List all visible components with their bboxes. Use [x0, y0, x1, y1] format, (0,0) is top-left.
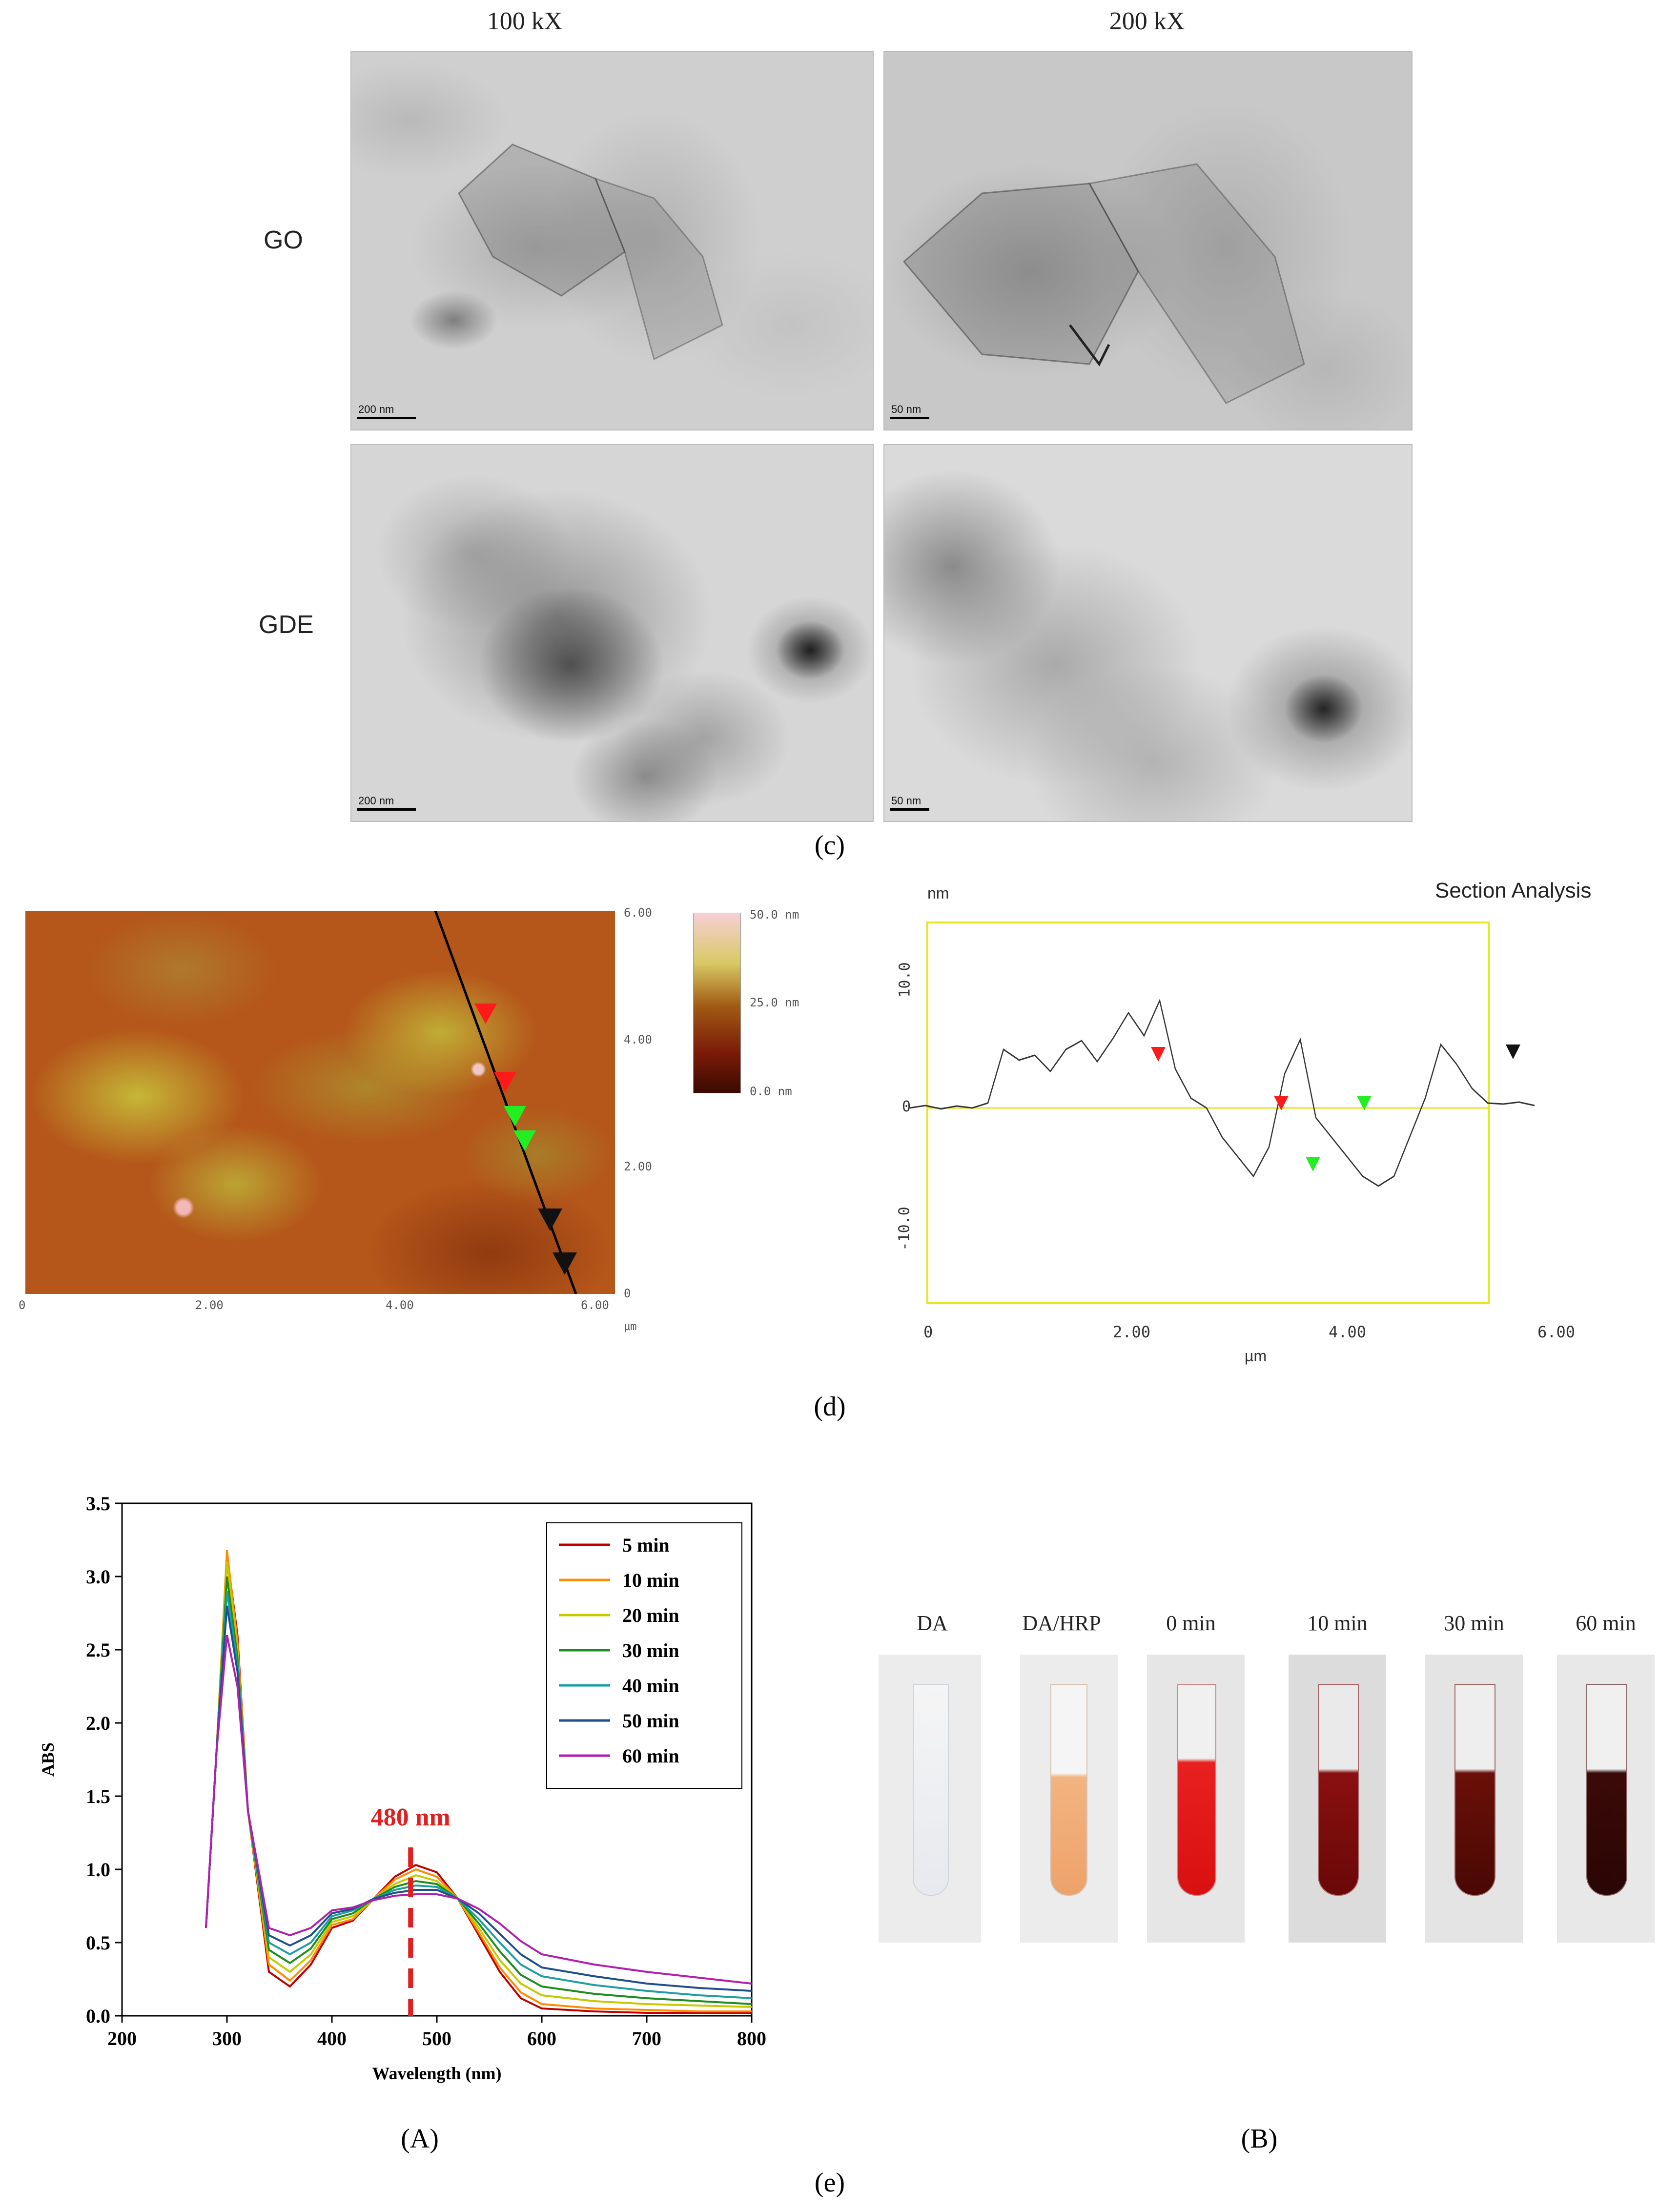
legend-entry: 20 min [622, 1604, 679, 1626]
x-tick-label: 300 [212, 2028, 242, 2049]
tube-photo-30min [1425, 1655, 1523, 1943]
y-tick-label: 0.0 [86, 2005, 110, 2027]
scale-bar [890, 808, 929, 811]
tem-image-gde-200kx: 50 nm [883, 444, 1413, 822]
colorbar-label-min: 0.0 nm [750, 1085, 792, 1098]
col-header-100kx: 100 kX [487, 7, 563, 35]
tube-label-60min: 60 min [1576, 1611, 1636, 1635]
legend-entry: 50 min [622, 1710, 679, 1732]
section-y-tick: -10.0 [896, 1207, 913, 1251]
x-tick-label: 700 [632, 2028, 661, 2049]
tube-photo-60min [1557, 1655, 1655, 1943]
afm-colorbar [693, 913, 741, 1093]
section-x-tick: 0 [923, 1323, 933, 1341]
x-tick-label: 800 [737, 2028, 766, 2049]
y-axis-label: ABS [38, 1742, 58, 1777]
panel-label-e-A: (A) [401, 2124, 439, 2154]
afm-x-tick: 4.00 [386, 1298, 414, 1312]
tube-label-da-hrp: DA/HRP [1022, 1611, 1101, 1635]
x-tick-label: 400 [317, 2028, 347, 2049]
scale-label: 200 nm [358, 795, 394, 807]
section-y-unit: nm [927, 884, 949, 902]
scale-label: 200 nm [358, 403, 394, 415]
col-header-200kx: 200 kX [1109, 7, 1185, 35]
legend-entry: 10 min [622, 1569, 679, 1591]
scale-bar [890, 417, 929, 419]
colorbar-label-mid: 25.0 nm [750, 996, 799, 1009]
section-x-tick: 4.00 [1329, 1323, 1367, 1341]
scale-bar [357, 808, 416, 811]
tube-label-0min: 0 min [1166, 1611, 1216, 1635]
y-tick-label: 0.5 [86, 1932, 110, 1954]
legend-entry: 40 min [622, 1675, 679, 1697]
section-y-tick: 10.0 [896, 962, 914, 998]
afm-y-tick: 2.00 [624, 1160, 652, 1173]
afm-overlay [434, 911, 577, 1294]
section-x-unit: µm [1245, 1347, 1267, 1365]
tube-photo-da [879, 1655, 981, 1943]
legend-box [546, 1522, 742, 1789]
y-tick-label: 3.0 [86, 1566, 110, 1588]
tube-photo-10min [1289, 1655, 1386, 1943]
panel-label-e: (e) [814, 2168, 845, 2198]
x-tick-label: 200 [107, 2028, 137, 2049]
annotation-label: 480 nm [371, 1803, 451, 1831]
afm-x-tick: 0 [19, 1298, 26, 1312]
panel-label-e-B: (B) [1241, 2124, 1278, 2154]
section-analysis-title: Section Analysis [1435, 879, 1592, 902]
x-tick-label: 500 [422, 2028, 451, 2049]
series-line-60-min [205, 1635, 752, 1985]
y-tick-label: 2.0 [86, 1712, 110, 1734]
tube-photo-0min [1147, 1655, 1245, 1943]
y-tick-label: 2.5 [86, 1639, 110, 1661]
tem-image-go-100kx: 200 nm [350, 51, 874, 430]
afm-x-tick: 2.00 [195, 1298, 224, 1312]
afm-y-tick: 6.00 [624, 906, 652, 920]
section-x-tick: 2.00 [1113, 1323, 1151, 1341]
afm-x-unit: µm [624, 1321, 637, 1333]
colorbar-label-max: 50.0 nm [750, 908, 799, 922]
section-x-tick: 6.00 [1537, 1323, 1576, 1341]
scale-bar [357, 417, 416, 419]
section-analysis-plot [909, 922, 1535, 1304]
y-tick-label: 1.5 [86, 1785, 110, 1807]
scale-label: 50 nm [891, 795, 922, 807]
legend-entry: 5 min [622, 1534, 670, 1556]
tem-image-gde-100kx: 200 nm [350, 444, 874, 822]
afm-x-tick: 6.00 [581, 1298, 609, 1312]
afm-image [25, 911, 615, 1294]
tem-image-go-200kx: 50 nm [883, 51, 1413, 430]
afm-y-tick: 0 [624, 1287, 631, 1300]
scale-label: 50 nm [891, 403, 922, 415]
tube-label-30min: 30 min [1444, 1611, 1504, 1635]
afm-y-tick: 4.00 [624, 1033, 652, 1046]
absorbance-chart: 200 300 400 500 600 700 800 0.0 0.5 1.0 1.5 2.0 2.5 3… [38, 1493, 766, 2083]
tube-photo-da-hrp [1020, 1655, 1118, 1943]
panel-label-c: (c) [814, 830, 845, 860]
row-label-gde: GDE [259, 611, 314, 639]
panel-label-d: (d) [814, 1392, 846, 1422]
tube-label-10min: 10 min [1307, 1611, 1368, 1635]
y-tick-label: 3.5 [86, 1493, 110, 1515]
tube-label-da: DA [917, 1611, 948, 1635]
y-tick-label: 1.0 [86, 1859, 110, 1881]
legend-entry: 30 min [622, 1639, 679, 1661]
legend-entry: 60 min [622, 1745, 679, 1767]
row-label-go: GO [264, 226, 303, 254]
x-tick-label: 600 [527, 2028, 556, 2049]
section-y-tick: 0 [902, 1098, 911, 1115]
x-axis-label: Wavelength (nm) [372, 2064, 502, 2083]
